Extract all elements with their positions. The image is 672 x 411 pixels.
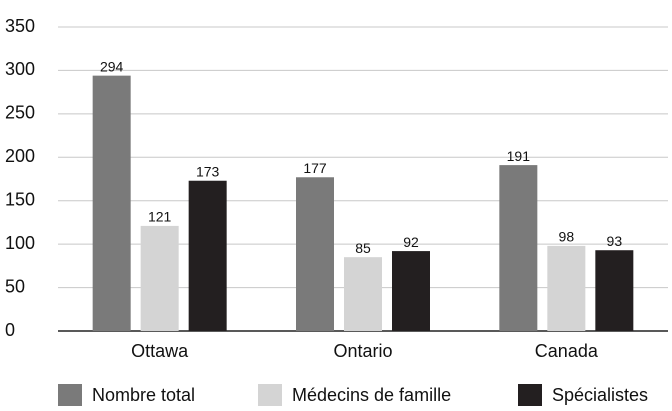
legend-swatch xyxy=(258,384,282,406)
bar xyxy=(140,225,179,331)
legend-swatch xyxy=(518,384,542,406)
bar xyxy=(547,245,586,331)
bar xyxy=(595,250,634,331)
x-tick-label: Ontario xyxy=(333,341,392,361)
bar xyxy=(188,180,227,331)
y-tick-label: 300 xyxy=(5,59,35,79)
legend-label: Spécialistes xyxy=(552,385,648,405)
data-label: 98 xyxy=(559,229,575,245)
bar xyxy=(499,165,538,331)
legend-label: Médecins de famille xyxy=(292,385,451,405)
data-label: 177 xyxy=(303,160,327,176)
y-tick-label: 0 xyxy=(5,320,15,340)
y-tick-label: 200 xyxy=(5,146,35,166)
y-tick-label: 150 xyxy=(5,189,35,209)
data-label: 173 xyxy=(196,163,220,179)
y-tick-label: 50 xyxy=(5,276,25,296)
data-label: 85 xyxy=(355,240,371,256)
data-label: 294 xyxy=(100,58,124,74)
bar xyxy=(392,251,430,331)
data-label: 191 xyxy=(507,148,531,164)
y-tick-label: 350 xyxy=(5,16,35,36)
legend-label: Nombre total xyxy=(92,385,195,405)
bar xyxy=(344,257,382,331)
x-tick-label: Ottawa xyxy=(131,341,189,361)
y-tick-label: 250 xyxy=(5,103,35,123)
data-label: 93 xyxy=(607,233,623,249)
data-label: 92 xyxy=(403,234,419,250)
legend-swatch xyxy=(58,384,82,406)
bar xyxy=(296,177,334,331)
y-tick-label: 100 xyxy=(5,233,35,253)
data-label: 121 xyxy=(148,209,172,225)
x-tick-label: Canada xyxy=(535,341,599,361)
bar xyxy=(92,75,131,331)
